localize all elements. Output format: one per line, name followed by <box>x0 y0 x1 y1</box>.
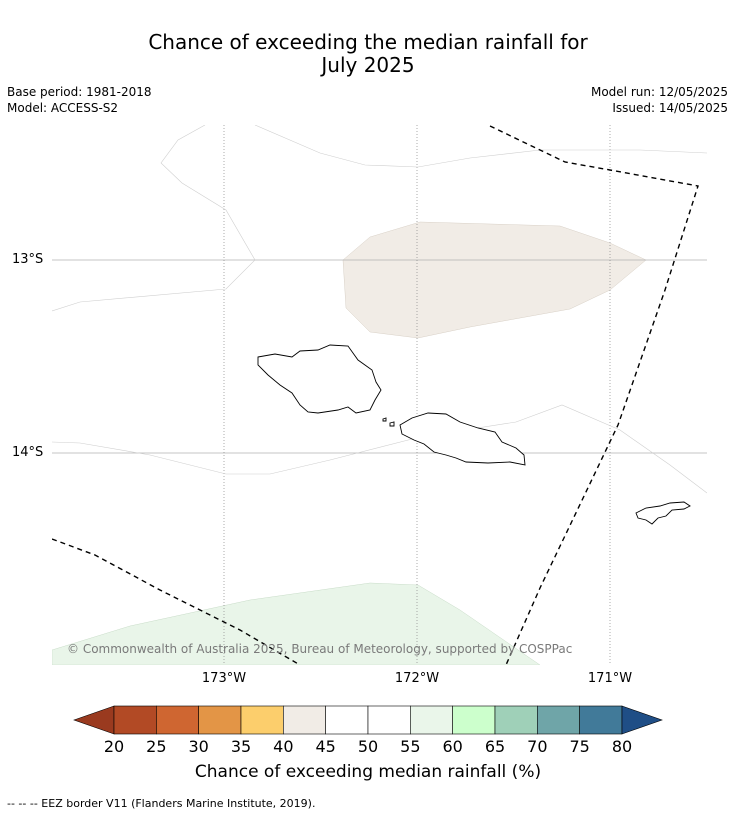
lat-label-14s: 14°S <box>12 445 44 460</box>
colorbar-segment-40-45 <box>283 705 326 735</box>
colorbar-segment-30-35 <box>198 705 242 735</box>
colorbar-tick-80: 80 <box>611 737 633 756</box>
colorbar-extend-high <box>621 705 663 735</box>
colorbar-tick-25: 25 <box>146 737 167 756</box>
colorbar-title: Chance of exceeding median rainfall (%) <box>194 762 542 782</box>
colorbar-tick-75: 75 <box>569 737 590 756</box>
colorbar-segment-75-80 <box>579 705 623 735</box>
colorbar-tick-40: 40 <box>273 737 294 756</box>
colorbar-segment-70-75 <box>537 705 580 735</box>
region-55-60 <box>52 582 541 665</box>
island-savaii <box>257 344 382 414</box>
colorbar-segment-20-25 <box>113 705 157 735</box>
colorbar-tick-30: 30 <box>188 737 209 756</box>
model-run: Model run: 12/05/2025 <box>590 85 728 99</box>
colorbar-tick-50: 50 <box>357 737 379 756</box>
colorbar-tick-65: 65 <box>484 737 506 756</box>
colorbar-tick-70: 70 <box>527 737 548 756</box>
colorbar-segment-45-50 <box>325 705 369 735</box>
lon-label-173w: 173°W <box>201 671 247 686</box>
colorbar-segment-35-40 <box>240 705 284 735</box>
colorbar-tick-20: 20 <box>103 737 125 756</box>
colorbar-extend-low <box>73 705 115 735</box>
island-upolu <box>399 412 526 466</box>
lon-label-172w: 172°W <box>394 671 440 686</box>
model-name: Model: ACCESS-S2 <box>7 101 119 115</box>
region-40-45 <box>342 221 647 339</box>
colorbar-tick-35: 35 <box>230 737 252 756</box>
chart-title: Chance of exceeding the median rainfall … <box>0 31 736 77</box>
colorbar-segment-65-70 <box>494 705 538 735</box>
colorbar-segment-25-30 <box>156 705 199 735</box>
title-line-2: July 2025 <box>321 53 415 77</box>
islands <box>257 344 691 525</box>
colorbar-tick-60: 60 <box>442 737 463 756</box>
colorbar-tick-55: 55 <box>400 737 421 756</box>
island-tutuila <box>635 501 691 525</box>
title-line-1: Chance of exceeding the median rainfall … <box>148 30 588 54</box>
issued-date: Issued: 14/05/2025 <box>612 101 728 115</box>
contour-lines <box>52 125 707 494</box>
copyright-notice: © Commonwealth of Australia 2025, Bureau… <box>67 642 573 656</box>
meta-left: Base period: 1981-2018 Model: ACCESS-S2 <box>7 84 152 116</box>
eez-footer-note: -- -- -- EEZ border V11 (Flanders Marine… <box>7 797 316 810</box>
island-manono <box>382 417 387 422</box>
colorbar <box>73 705 663 735</box>
island-apolima <box>389 421 395 427</box>
base-period: Base period: 1981-2018 <box>7 85 152 99</box>
colorbar-segment-55-60 <box>410 705 453 735</box>
colorbar-segment-60-65 <box>452 705 496 735</box>
colorbar-segment-50-55 <box>367 705 411 735</box>
map-area <box>52 125 707 665</box>
colorbar-tick-45: 45 <box>315 737 336 756</box>
meta-right: Model run: 12/05/2025 Issued: 14/05/2025 <box>591 84 728 116</box>
lat-label-13s: 13°S <box>12 252 44 267</box>
eez-borders <box>52 125 699 665</box>
lon-label-171w: 171°W <box>587 671 633 686</box>
